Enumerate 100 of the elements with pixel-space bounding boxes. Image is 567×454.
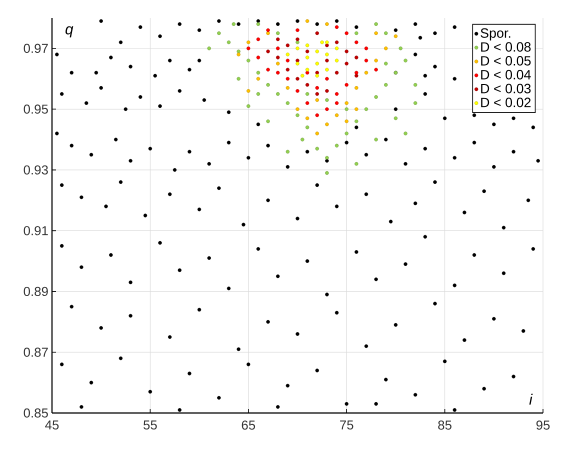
y-tick-label: 0.97	[24, 44, 48, 53]
point	[364, 107, 368, 111]
x-tick-label: 55	[144, 420, 157, 430]
point	[256, 22, 260, 26]
point	[413, 101, 418, 105]
point	[325, 171, 329, 175]
point	[325, 156, 329, 160]
point	[276, 37, 280, 42]
point	[374, 95, 378, 99]
point	[354, 31, 358, 36]
point	[334, 46, 339, 50]
point	[236, 76, 240, 81]
point	[384, 46, 388, 50]
point	[226, 40, 231, 44]
point	[276, 70, 280, 75]
y-tick-label: 0.89	[24, 286, 48, 296]
point	[315, 113, 319, 118]
point	[286, 52, 290, 56]
point	[334, 25, 339, 29]
point	[246, 46, 250, 50]
point	[374, 58, 378, 62]
point	[354, 86, 358, 90]
point	[334, 58, 339, 62]
point	[315, 31, 319, 36]
point	[315, 92, 319, 96]
point	[276, 56, 280, 60]
point	[256, 37, 260, 42]
point	[325, 22, 329, 26]
point	[404, 58, 408, 62]
point	[276, 31, 280, 36]
point	[344, 50, 348, 54]
point	[315, 70, 319, 75]
point	[296, 28, 300, 32]
legend-label: D < 0.05	[481, 56, 531, 66]
y-tick-label: 0.95	[24, 104, 48, 114]
point	[325, 107, 329, 111]
point	[374, 31, 378, 36]
point	[344, 31, 348, 36]
point	[305, 19, 310, 23]
x-tick-label: 45	[45, 420, 59, 430]
point	[286, 43, 290, 48]
legend-label: D < 0.02	[481, 98, 531, 108]
point	[344, 82, 348, 87]
point	[374, 68, 378, 72]
x-tick-label: 65	[242, 420, 256, 430]
point	[305, 43, 310, 48]
point	[232, 22, 236, 26]
point	[296, 107, 300, 111]
point	[384, 82, 388, 87]
point	[266, 28, 270, 32]
point	[334, 113, 339, 118]
point	[315, 74, 319, 78]
point	[354, 74, 358, 78]
point	[315, 146, 319, 150]
point	[344, 62, 348, 66]
point	[286, 150, 290, 154]
point	[315, 132, 319, 136]
point	[296, 46, 300, 50]
point	[325, 98, 329, 102]
point	[296, 58, 300, 62]
point	[296, 113, 300, 118]
point	[325, 43, 329, 48]
point	[296, 62, 300, 66]
y-axis-title: q	[66, 26, 74, 38]
point	[364, 70, 368, 75]
point	[256, 92, 260, 96]
point	[296, 37, 300, 42]
point	[344, 132, 348, 136]
point	[296, 89, 300, 93]
point	[236, 52, 240, 56]
point	[394, 116, 398, 120]
point	[256, 70, 260, 75]
point	[413, 82, 418, 87]
point	[344, 107, 348, 111]
point	[334, 144, 339, 148]
point	[266, 82, 270, 87]
point	[276, 92, 280, 96]
point	[300, 74, 304, 78]
point	[305, 68, 310, 72]
point	[384, 62, 388, 66]
point	[354, 40, 358, 44]
point	[315, 62, 319, 66]
y-tick-label: 0.93	[24, 165, 48, 175]
point	[236, 50, 240, 54]
point	[325, 89, 329, 93]
legend-label: D < 0.08	[481, 42, 531, 52]
point	[325, 58, 329, 62]
point	[305, 50, 310, 54]
point	[286, 86, 290, 90]
point	[364, 46, 368, 50]
point	[266, 119, 270, 124]
point	[384, 31, 388, 36]
point	[334, 40, 339, 44]
point	[286, 101, 290, 105]
point	[305, 70, 310, 75]
point	[256, 56, 260, 60]
point	[315, 98, 319, 102]
point	[354, 56, 358, 60]
point	[334, 101, 339, 105]
point	[344, 101, 348, 105]
